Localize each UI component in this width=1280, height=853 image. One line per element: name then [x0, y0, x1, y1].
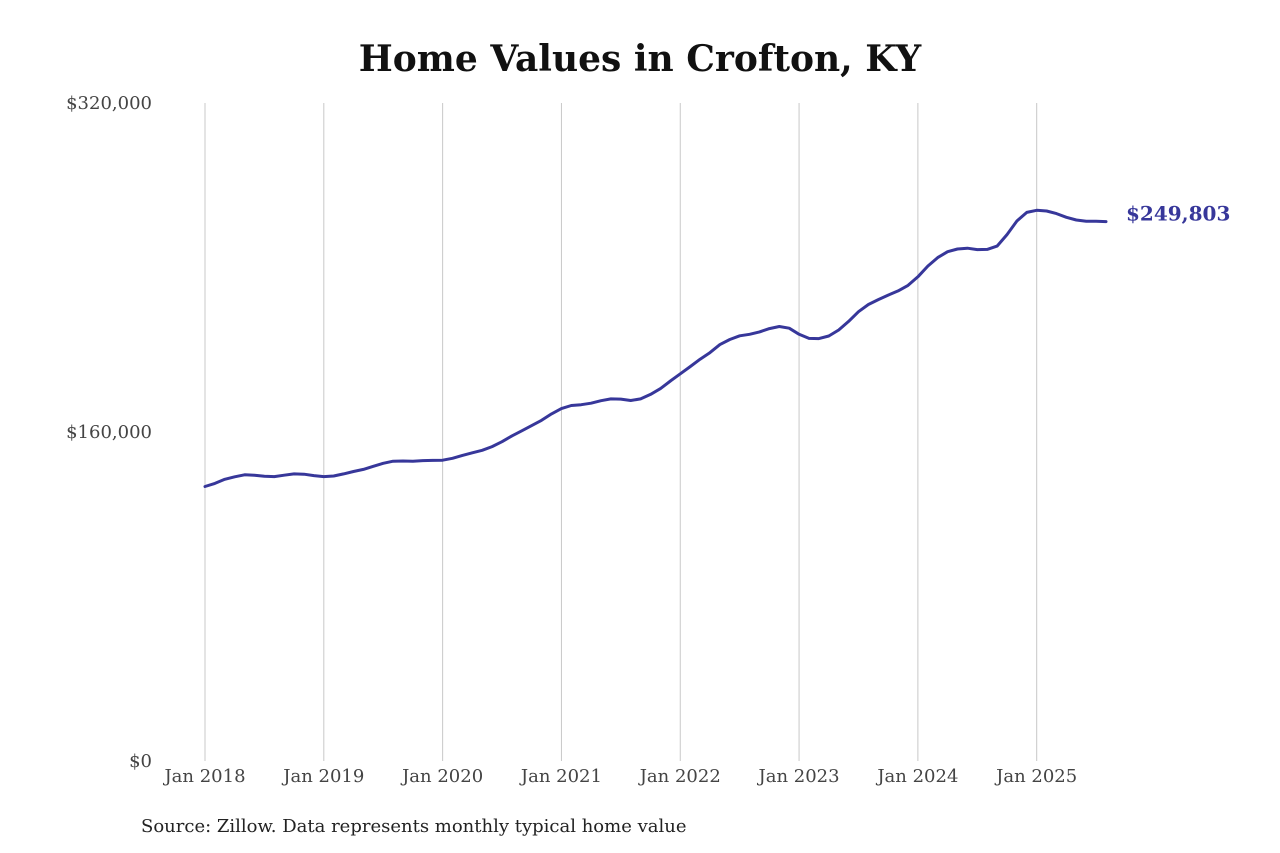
y-tick-label: $320,000	[66, 93, 152, 114]
end-value-label: $249,803	[1126, 202, 1230, 226]
y-tick-label: $0	[129, 751, 152, 772]
y-axis-tick-labels: $0 $160,000 $320,000	[66, 93, 152, 772]
x-tick-label: Jan 2018	[162, 766, 245, 787]
x-tick-label: Jan 2020	[400, 766, 483, 787]
y-tick-label: $160,000	[66, 422, 152, 443]
chart-title: Home Values in Crofton, KY	[358, 38, 922, 80]
source-note: Source: Zillow. Data represents monthly …	[141, 816, 687, 837]
x-tick-label: Jan 2025	[994, 766, 1077, 787]
x-tick-label: Jan 2019	[281, 766, 364, 787]
end-label-layer: $249,803	[1126, 202, 1230, 226]
series-line	[203, 208, 1108, 488]
gridlines	[204, 103, 1038, 761]
x-tick-label: Jan 2023	[757, 766, 840, 787]
x-tick-label: Jan 2024	[875, 766, 958, 787]
x-tick-label: Jan 2021	[519, 766, 602, 787]
x-axis-tick-labels: Jan 2018 Jan 2019 Jan 2020 Jan 2021 Jan 2022…	[162, 766, 1077, 787]
x-tick-label: Jan 2022	[638, 766, 721, 787]
series-line-layer	[203, 208, 1108, 488]
